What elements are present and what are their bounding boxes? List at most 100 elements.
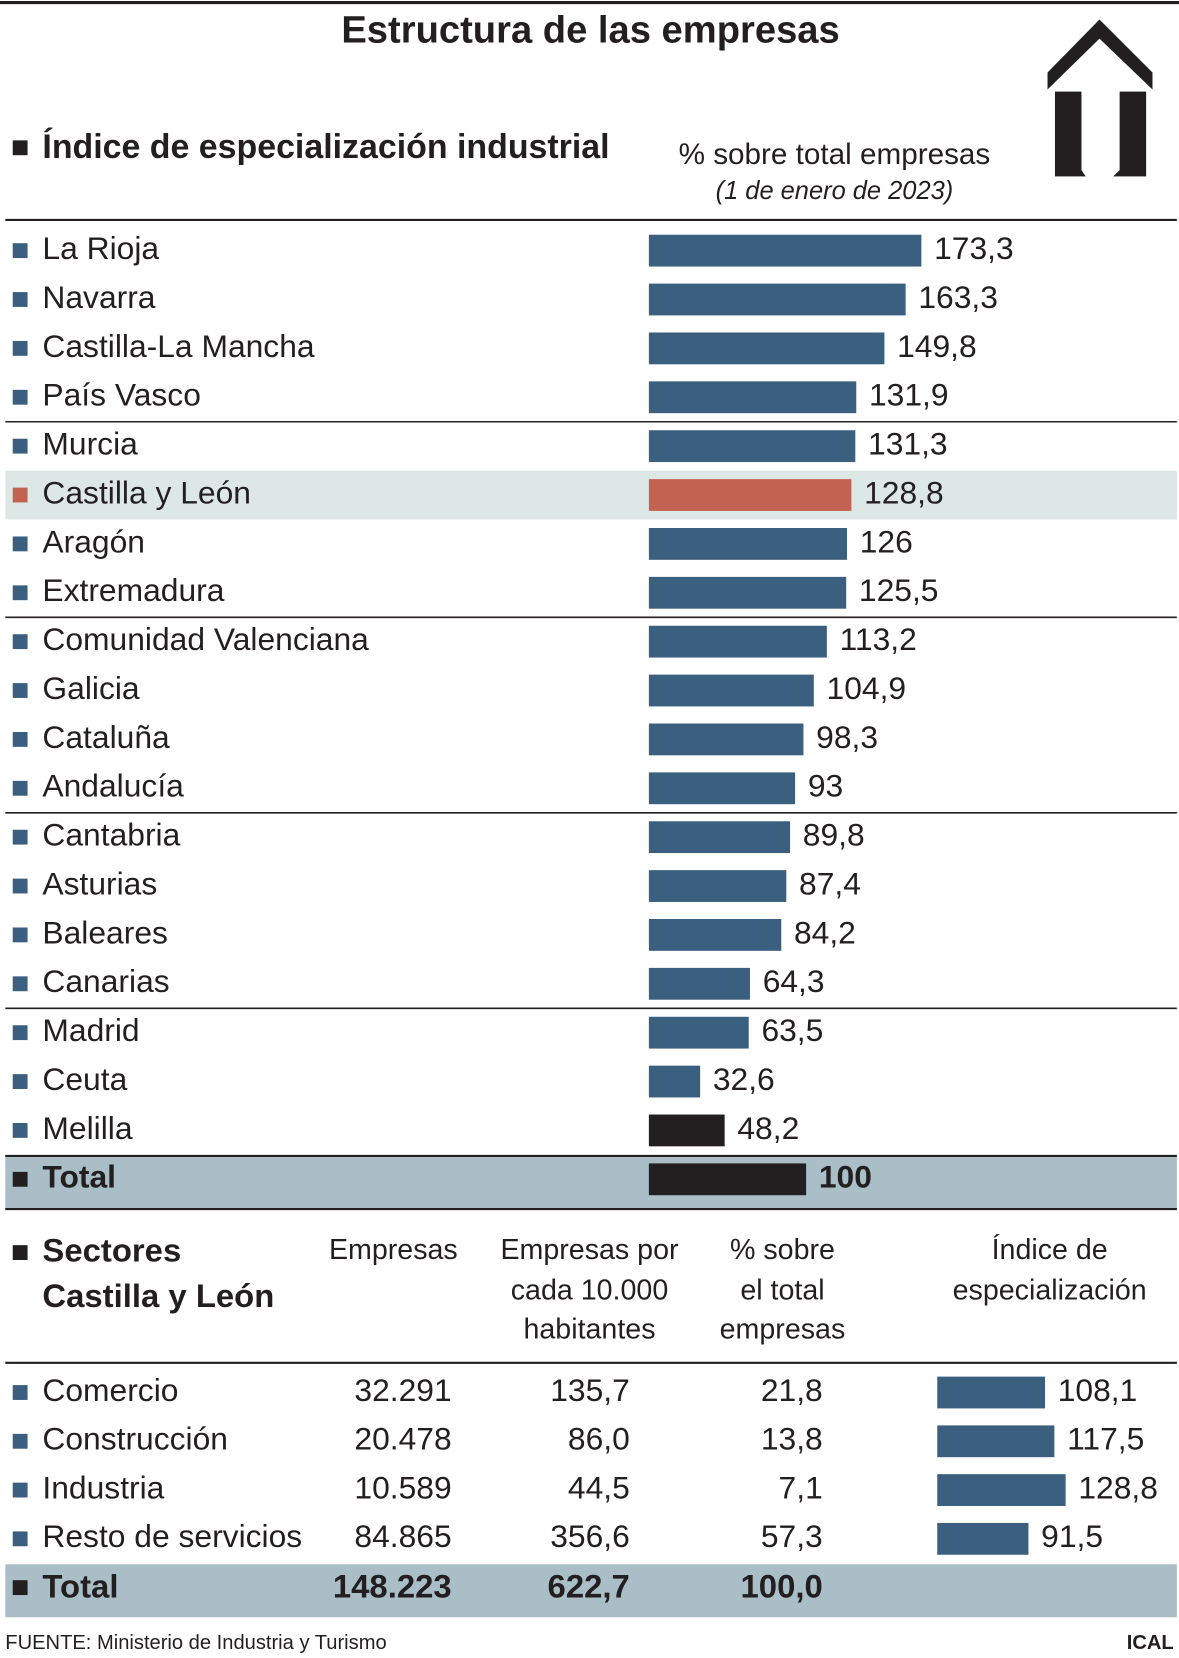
row-marker [12, 1385, 28, 1400]
bar [648, 479, 852, 511]
column-header: Sectores [42, 1231, 181, 1268]
column-header: empresas [720, 1314, 846, 1346]
value-label: 98,3 [816, 719, 878, 755]
cell: 356,6 [550, 1518, 630, 1554]
value-label: 63,5 [761, 1012, 823, 1048]
column-header: habitantes [523, 1314, 655, 1346]
bar [937, 1522, 1029, 1555]
bar [648, 967, 750, 1000]
bar [648, 821, 791, 854]
value-label: 87,4 [799, 865, 861, 901]
bar [648, 870, 787, 902]
total-cell: Total [42, 1567, 118, 1604]
subtitle: % sobre total empresas [679, 138, 991, 171]
cell: 20.478 [354, 1421, 451, 1457]
category-label: Baleares [42, 914, 167, 950]
category-label: Andalucía [42, 768, 184, 804]
bar [648, 1114, 725, 1147]
value-label: 149,8 [897, 328, 977, 364]
cell: 135,7 [550, 1372, 630, 1408]
bar [648, 625, 827, 658]
column-header: especialización [953, 1274, 1147, 1306]
bar [648, 772, 796, 805]
value-label: 108,1 [1058, 1372, 1138, 1408]
value-label: 126 [860, 523, 913, 559]
bar [648, 332, 885, 365]
value-label: 48,2 [737, 1110, 799, 1146]
row-label: Industria [42, 1469, 164, 1505]
category-label: Cantabria [42, 817, 180, 853]
row-marker [12, 487, 28, 503]
value-label: 93 [808, 768, 843, 804]
bar [648, 723, 804, 756]
column-header: Empresas [329, 1234, 458, 1266]
value-label: 64,3 [763, 963, 825, 999]
row-marker [12, 340, 28, 356]
column-header: Empresas por [500, 1234, 679, 1266]
cell: 44,5 [568, 1469, 630, 1505]
cell: 84.865 [354, 1518, 451, 1554]
value-label: 173,3 [934, 230, 1014, 266]
cell: 21,8 [761, 1372, 823, 1408]
row-marker [12, 389, 28, 405]
total-row [5, 1564, 1177, 1618]
column-header: % sobre [730, 1234, 835, 1266]
row-marker [12, 634, 28, 650]
total-cell: 100,0 [741, 1567, 823, 1604]
cell: 57,3 [761, 1518, 823, 1554]
house-icon [1047, 19, 1153, 183]
category-label: Madrid [42, 1012, 139, 1048]
bar [648, 1065, 701, 1098]
value-label: 113,2 [840, 621, 917, 657]
category-label: Canarias [42, 963, 169, 999]
row-marker [12, 731, 28, 747]
bar [937, 1474, 1066, 1506]
row-marker [12, 829, 28, 845]
title: Estructura de las empresas [341, 8, 839, 51]
category-label: Melilla [42, 1110, 132, 1146]
row-marker [12, 927, 28, 943]
brand: ICAL [1127, 1632, 1174, 1654]
category-label: Cataluña [42, 719, 170, 755]
value-label: 128,8 [1078, 1469, 1158, 1505]
row-marker [12, 780, 28, 796]
bar [648, 430, 856, 463]
bar [648, 1163, 807, 1196]
column-header: Índice de [992, 1233, 1108, 1266]
column-header: cada 10.000 [511, 1274, 668, 1306]
category-label: Galicia [42, 670, 140, 706]
value-label: 91,5 [1041, 1518, 1103, 1554]
bar [648, 1016, 749, 1049]
bar [648, 576, 847, 609]
value-label: 163,3 [918, 279, 998, 315]
category-label: País Vasco [42, 377, 200, 413]
value-label: 131,3 [868, 426, 948, 462]
category-label: Murcia [42, 426, 138, 462]
column-header: Castilla y León [42, 1277, 274, 1314]
category-label: Asturias [42, 865, 157, 901]
row-marker [12, 1531, 28, 1547]
row-marker [12, 683, 28, 698]
section-marker [12, 140, 28, 156]
value-label: 100 [819, 1159, 872, 1195]
row-marker [12, 536, 28, 552]
value-label: 32,6 [713, 1061, 775, 1097]
row-marker [12, 243, 28, 259]
row-marker [12, 438, 28, 454]
category-label: Aragón [42, 523, 145, 559]
cell: 32.291 [354, 1372, 451, 1408]
total-cell: 622,7 [548, 1567, 630, 1604]
value-label: 104,9 [827, 670, 907, 706]
bar [648, 234, 922, 267]
cell: 7,1 [779, 1469, 823, 1505]
value-label: 131,9 [869, 377, 949, 413]
bar [648, 527, 847, 560]
bar [937, 1376, 1045, 1409]
category-label: Total [42, 1159, 116, 1195]
value-label: 128,8 [864, 474, 944, 510]
bar [648, 919, 782, 951]
cell: 86,0 [568, 1421, 630, 1457]
category-label: Extremadura [42, 572, 224, 608]
row-marker [12, 1025, 28, 1041]
category-label: Castilla-La Mancha [42, 328, 314, 364]
